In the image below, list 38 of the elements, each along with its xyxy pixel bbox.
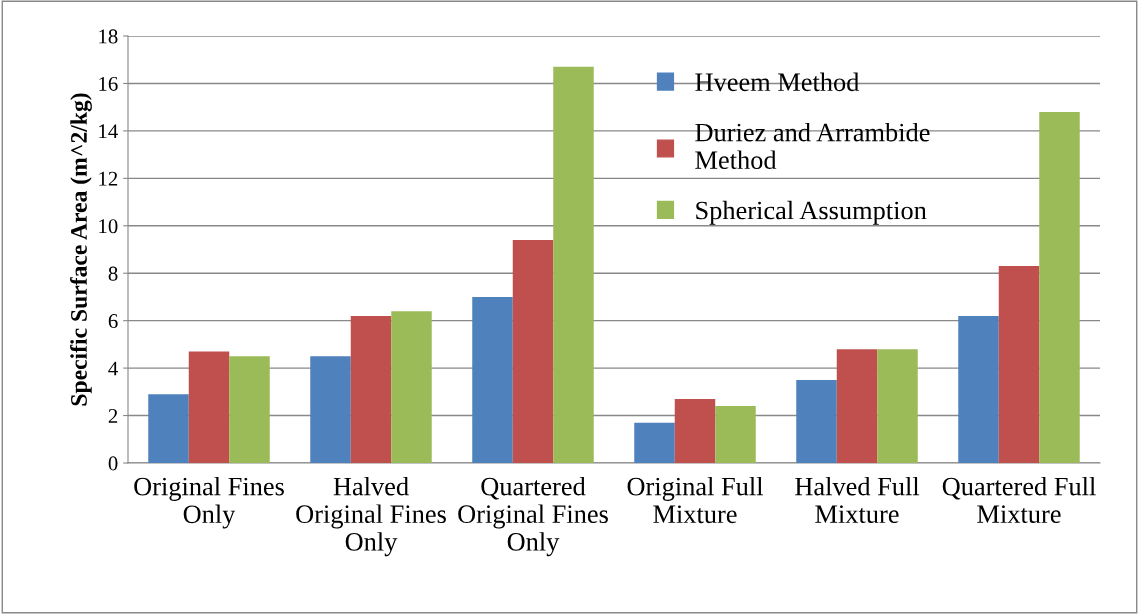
- legend-label: Duriez and Arrambide Method: [695, 122, 930, 170]
- bar: [1039, 111, 1080, 463]
- x-tick-label: Quartered Full Mixture: [942, 476, 1096, 524]
- bar: [391, 311, 432, 463]
- y-tick-label: 0: [108, 456, 118, 471]
- bar: [715, 406, 756, 463]
- y-tick-label: 14: [99, 124, 118, 139]
- x-tick-label: Halved Full Mixture: [795, 476, 920, 524]
- legend-label: Hveem Method: [695, 72, 860, 92]
- bar: [512, 240, 554, 463]
- y-tick-label: 16: [99, 76, 118, 91]
- x-tick-label: Original Full Mixture: [627, 476, 764, 524]
- y-tick-label: 12: [99, 171, 118, 186]
- y-axis-title: Specific Surface Area (m^2/kg): [70, 93, 92, 406]
- y-tick-label: 18: [99, 29, 118, 44]
- bar: [634, 422, 675, 463]
- bar: [148, 394, 189, 463]
- bar: [188, 351, 230, 463]
- bar: [877, 349, 918, 463]
- y-tick-label: 8: [108, 266, 118, 281]
- bar: [472, 296, 513, 463]
- y-tick-label: 10: [99, 219, 118, 234]
- x-tick-label: Original Fines Only: [134, 476, 284, 529]
- bar: [350, 315, 392, 463]
- legend-label: Spherical Assumption: [696, 200, 927, 225]
- bar: [229, 356, 270, 463]
- bar: [796, 379, 837, 463]
- bar: [310, 356, 351, 463]
- x-tick-label: Quartered Original Fines Only: [458, 476, 608, 557]
- y-tick-label: 4: [108, 361, 118, 376]
- bar: [674, 398, 716, 463]
- bar: [553, 66, 594, 463]
- bar: [836, 349, 878, 463]
- x-tick-label: Halved Original Fines Only: [296, 476, 446, 557]
- bar: [998, 266, 1040, 463]
- bar: [958, 315, 999, 463]
- y-tick-label: 6: [108, 314, 118, 329]
- y-tick-label: 2: [108, 408, 118, 423]
